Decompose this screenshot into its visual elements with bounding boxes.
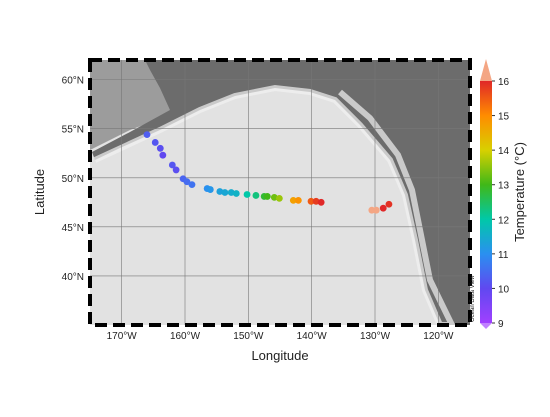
colorbar-over [480,59,492,81]
y-tick-label: 40°N [62,272,84,283]
colorbar-tick-label: 10 [498,284,510,295]
colorbar-tick-label: 13 [498,181,510,192]
station-point [143,131,151,138]
watermark: Ocean Data View [470,275,476,322]
colorbar [480,81,492,323]
station-point [275,194,283,202]
station-point [172,166,180,174]
station-point [385,200,393,208]
station-point [312,197,320,205]
colorbar-tick-label: 12 [498,215,510,226]
station-point [156,144,164,152]
station-point [168,161,176,169]
station-point [183,178,191,186]
y-tick-label: 60°N [62,76,84,87]
station-point [270,194,278,201]
y-tick-label: 55°N [62,125,84,136]
colorbar-tick-label: 11 [498,250,509,261]
station-point [227,189,235,196]
x-tick-label: 120°W [423,331,454,342]
frame [88,58,472,327]
y-tick-label: 50°N [62,174,84,185]
station-point [221,189,229,196]
station-point [289,196,297,204]
colorbar-under [480,323,492,329]
y-axis-label: Latitude [32,169,47,215]
station-point [206,186,214,193]
x-tick-label: 130°W [360,331,391,342]
x-axis-label: Longitude [251,348,308,363]
station-point [379,204,387,212]
station-point [263,193,271,200]
station-point [151,139,159,146]
station-point [252,192,260,199]
colorbar-tick-label: 15 [498,112,510,123]
x-tick-label: 170°W [107,331,138,342]
x-tick-label: 150°W [233,331,264,342]
map [90,60,470,325]
shelf [93,84,456,325]
colorbar-tick-label: 14 [498,146,510,157]
station-point [159,151,167,159]
y-tick-label: 45°N [62,223,84,234]
x-tick-label: 160°W [170,331,201,342]
station-point [216,188,224,195]
colorbar-tick-label: 16 [498,77,510,88]
station-point [307,197,315,205]
station-point [243,191,251,198]
station-point [372,206,380,214]
x-tick-label: 140°W [297,331,328,342]
station-point [294,196,302,204]
station-point [317,198,325,206]
station-point [188,181,196,189]
colorbar-label: Temperature (°C) [512,142,527,242]
colorbar-tick-label: 9 [498,319,504,330]
station-point [232,190,240,197]
